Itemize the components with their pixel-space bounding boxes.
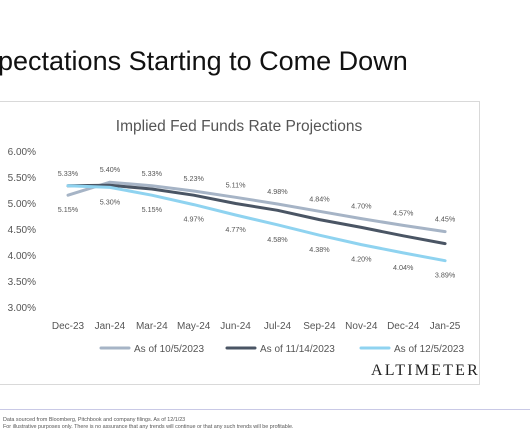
data-label: 4.57% — [393, 208, 414, 217]
y-tick-label: 4.00% — [8, 251, 36, 262]
legend-label-1: As of 10/5/2023 — [134, 344, 204, 355]
data-label: 4.45% — [435, 215, 456, 224]
series-line-3 — [66, 184, 447, 263]
x-tick-label: Dec-24 — [387, 321, 420, 332]
footnote-source: Data sourced from Bloomberg, Pitchbook a… — [3, 417, 186, 423]
x-tick-label: Jan-24 — [95, 321, 126, 332]
data-label: 5.23% — [184, 174, 205, 183]
data-label: 5.40% — [100, 165, 121, 174]
slide-title: pectations Starting to Come Down — [0, 46, 408, 76]
data-label: 5.33% — [142, 169, 163, 178]
data-label: 4.77% — [225, 225, 246, 234]
footnote-disclaimer: For illustrative purposes only. There is… — [3, 424, 294, 430]
data-label: 5.11% — [226, 180, 246, 189]
altimeter-logo: ALTIMETER — [371, 362, 480, 379]
data-label: 5.15% — [58, 205, 79, 214]
footer-divider — [0, 409, 530, 410]
y-tick-label: 3.50% — [8, 277, 36, 288]
x-tick-label: Sep-24 — [303, 321, 336, 332]
x-tick-label: Mar-24 — [136, 321, 168, 332]
data-label: 4.98% — [267, 187, 288, 196]
x-tick-label: Dec-23 — [52, 321, 85, 332]
x-tick-label: Jun-24 — [220, 321, 251, 332]
data-label: 4.97% — [184, 215, 205, 224]
data-label: 5.15% — [142, 205, 163, 214]
y-tick-label: 5.00% — [8, 199, 36, 210]
data-label: 3.89% — [435, 271, 456, 280]
data-label: 4.38% — [309, 245, 330, 254]
legend-label-2: As of 11/14/2023 — [260, 344, 335, 355]
data-label: 4.84% — [309, 194, 330, 203]
x-tick-label: Jan-25 — [430, 321, 461, 332]
data-label: 4.70% — [351, 202, 372, 211]
x-tick-label: Nov-24 — [345, 321, 378, 332]
y-tick-label: 4.50% — [8, 225, 36, 236]
chart-title: Implied Fed Funds Rate Projections — [116, 118, 363, 135]
data-label: 4.04% — [393, 263, 414, 272]
chart-panel: Implied Fed Funds Rate Projections 6.00% 5… — [0, 101, 480, 385]
line-chart: Implied Fed Funds Rate Projections 6.00% 5… — [8, 118, 465, 355]
x-tick-label: May-24 — [177, 321, 211, 332]
data-label: 5.33% — [58, 169, 79, 178]
series-line-2 — [66, 183, 447, 246]
y-tick-label: 3.00% — [8, 303, 36, 314]
data-label: 4.20% — [351, 255, 372, 264]
series-line-1 — [66, 180, 447, 234]
data-label: 4.58% — [267, 235, 288, 244]
legend-label-3: As of 12/5/2023 — [394, 344, 464, 355]
data-label: 5.30% — [100, 197, 121, 206]
x-tick-label: Jul-24 — [264, 321, 292, 332]
y-tick-label: 5.50% — [8, 173, 36, 184]
y-tick-label: 6.00% — [8, 147, 36, 158]
